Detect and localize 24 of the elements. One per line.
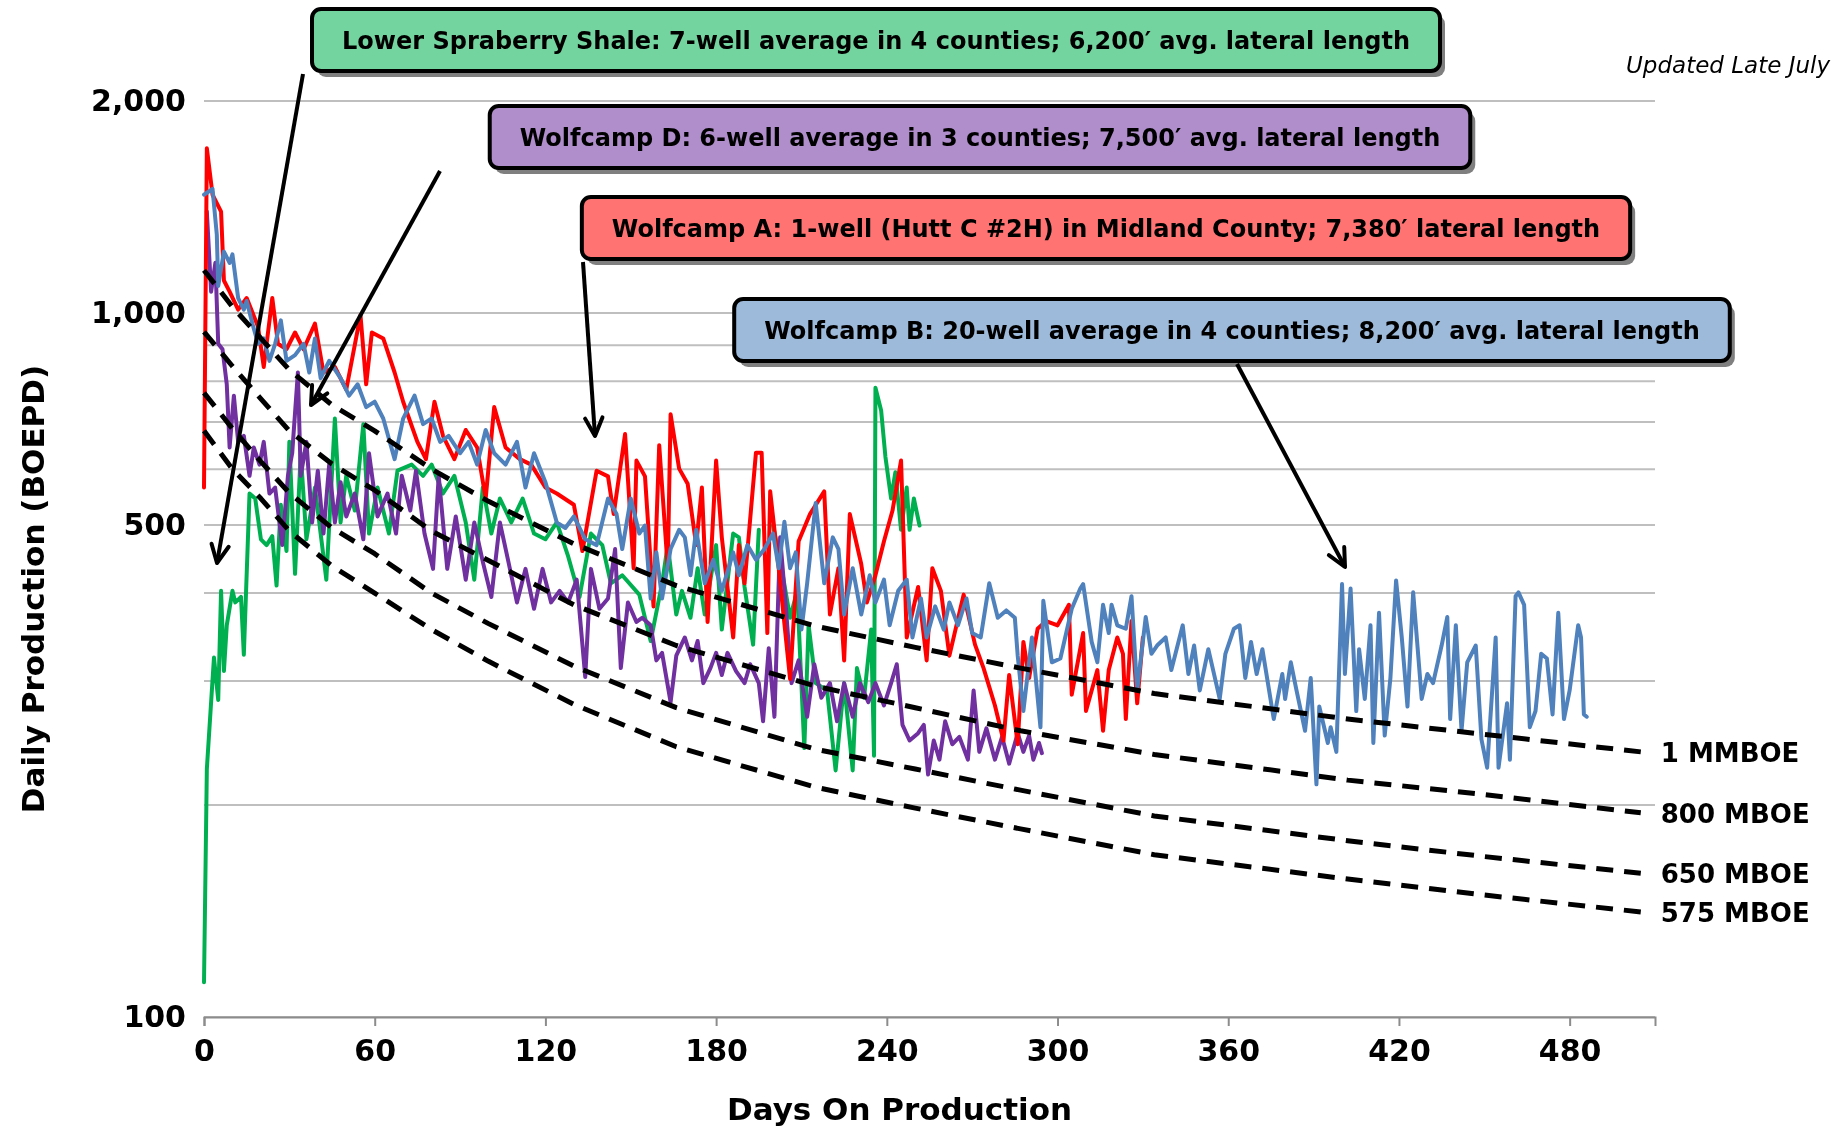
text: Lower Spraberry Shale: 7-well average in 4 counties; 6,200′ avg. lateral length [342,27,1410,55]
series-label: 575 MBOE [1660,897,1810,928]
x-tick-label: 120 [514,1033,578,1069]
annotation: Wolfcamp D: 6-well average in 3 counties; 7,500′ avg. lateral length [519,124,1441,152]
x-tick-label: 420 [1368,1033,1431,1069]
series-label: 800 MBOE [1660,798,1810,829]
y-tick-label: 1,000 [91,295,186,331]
x-tick-label: 360 [1197,1033,1261,1069]
x-tick-label: 300 [1026,1033,1090,1069]
y-tick-label: 2,000 [91,83,186,119]
x-tick-label: 0 [194,1033,215,1069]
annotation: Wolfcamp A: 1-well (Hutt C #2H) in Midland County; 7,380′ lateral length [611,215,1601,243]
x-tick-label: 180 [685,1033,748,1069]
y-tick-label: 100 [123,999,186,1035]
x-tick-label: 60 [354,1033,397,1069]
x-axis-title: Days On Production [726,1091,1073,1127]
y-axis-title: Daily Production (BOEPD) [15,364,51,814]
x-tick-label: 240 [856,1033,919,1069]
annotation: Wolfcamp B: 20-well average in 4 counties; 8,200′ avg. lateral length [764,317,1700,345]
series-label: 1 MMBOE [1660,737,1800,768]
text: Updated Late July [1626,52,1831,78]
series-label: 650 MBOE [1660,859,1810,890]
x-tick-label: 480 [1538,1033,1602,1069]
y-tick-label: 500 [123,506,186,542]
